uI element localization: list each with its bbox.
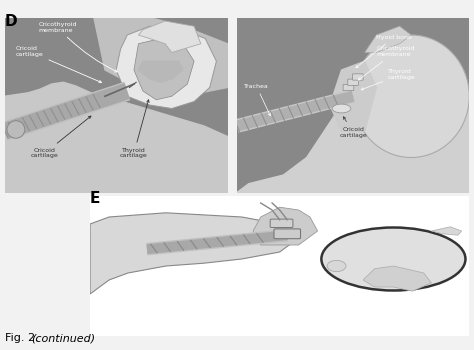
Text: E: E [90, 191, 100, 206]
Polygon shape [431, 227, 462, 235]
Polygon shape [353, 35, 469, 158]
Ellipse shape [321, 228, 465, 290]
Polygon shape [134, 38, 194, 100]
FancyBboxPatch shape [343, 84, 354, 91]
Text: D: D [5, 14, 18, 29]
Text: Cricoid
cartilage: Cricoid cartilage [16, 46, 101, 83]
Polygon shape [5, 144, 228, 193]
Ellipse shape [332, 104, 351, 113]
Ellipse shape [7, 121, 25, 138]
Text: Cricoid
cartilage: Cricoid cartilage [31, 116, 91, 159]
Polygon shape [94, 18, 228, 96]
Text: (continued): (continued) [31, 333, 95, 343]
Polygon shape [90, 213, 299, 294]
Polygon shape [138, 61, 183, 82]
Text: Cricothyroid
membrane: Cricothyroid membrane [358, 46, 415, 80]
FancyBboxPatch shape [270, 219, 293, 228]
Text: Hyoid bone: Hyoid bone [356, 35, 412, 68]
Polygon shape [365, 26, 411, 52]
Polygon shape [5, 82, 228, 192]
Text: Cricothyroid
membrane: Cricothyroid membrane [38, 22, 117, 72]
Text: Thyroid
cartilage: Thyroid cartilage [361, 69, 416, 90]
FancyBboxPatch shape [353, 74, 363, 80]
Text: Thyroid
cartilage: Thyroid cartilage [120, 100, 149, 159]
Polygon shape [237, 66, 469, 192]
Text: Trachea: Trachea [244, 84, 270, 116]
Text: Fig. 2.: Fig. 2. [5, 333, 38, 343]
Polygon shape [116, 26, 216, 108]
Ellipse shape [327, 260, 346, 272]
Polygon shape [363, 266, 431, 291]
Text: Cricoid
cartilage: Cricoid cartilage [339, 117, 367, 138]
Polygon shape [253, 207, 318, 245]
Polygon shape [138, 21, 201, 52]
Polygon shape [330, 61, 376, 131]
FancyBboxPatch shape [274, 229, 301, 239]
FancyBboxPatch shape [348, 79, 358, 85]
